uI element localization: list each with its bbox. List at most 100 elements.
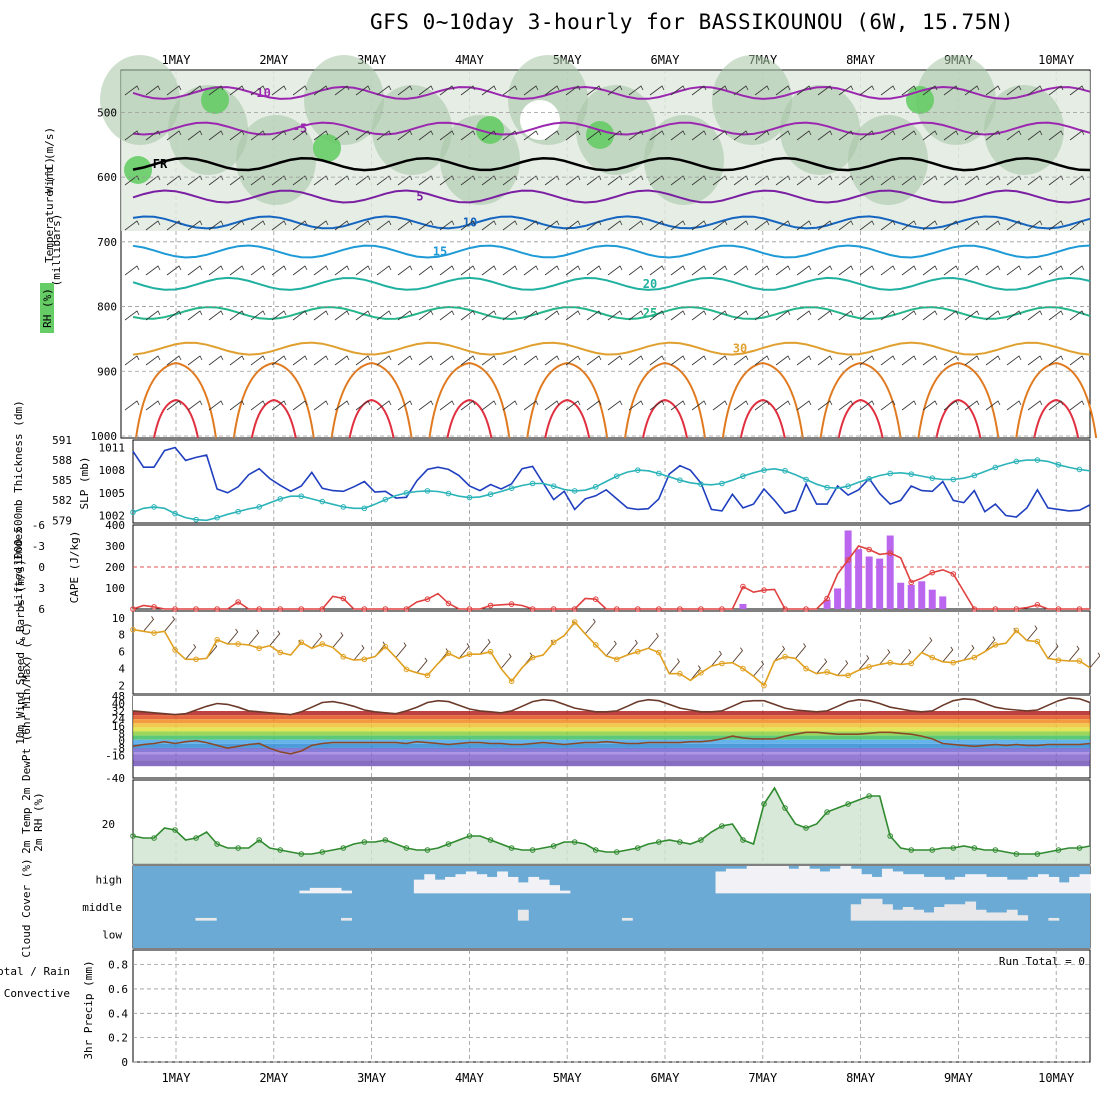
wind-barb: [901, 310, 917, 321]
wind-barb: [439, 175, 455, 186]
wind10m-barb: [626, 639, 638, 656]
wind-barb: [166, 220, 182, 231]
bottom-date-label: 1MAY: [162, 1071, 192, 1085]
wind10m-barb: [227, 628, 239, 645]
cloud-cell: [840, 866, 852, 894]
rh-blob: [916, 55, 996, 145]
rh2m-line-point: [487, 837, 494, 843]
wind10m-barb: [269, 630, 281, 647]
wind10m-barb: [332, 632, 344, 648]
wind-barb: [985, 220, 1001, 231]
wind-barb: [565, 130, 581, 141]
cape-bar: [834, 588, 842, 609]
wind10m-line-point: [824, 669, 830, 675]
wind-barb: [1027, 175, 1043, 186]
lifted-index-tick-label: -6: [32, 519, 45, 532]
wind10m-line-point: [613, 656, 620, 663]
rh-blob: [984, 85, 1064, 175]
wind-barb: [838, 265, 854, 276]
wind-barb: [901, 130, 917, 141]
wind-barb: [1048, 355, 1064, 366]
wind-barb: [1069, 220, 1085, 231]
wind-barb: [1048, 85, 1064, 96]
wind-barb: [943, 85, 959, 96]
cloud-cell: [871, 876, 883, 894]
wind-barb: [439, 130, 455, 141]
panel-slp_thickness: [132, 439, 1091, 524]
wind-barb: [439, 220, 455, 231]
cloud-cell: [309, 887, 321, 894]
thickness-line-point: [719, 480, 725, 487]
thickness-line-point: [382, 496, 389, 503]
lifted-index-line-point: [298, 606, 305, 612]
wind-barb: [775, 175, 791, 186]
wind-barb: [985, 355, 1001, 366]
lifted-index-line-point: [529, 606, 536, 612]
wind-barb: [544, 220, 560, 231]
rh-variable-label: RH (%): [41, 288, 54, 328]
wind10m-line-point: [740, 665, 746, 672]
wind-barb: [523, 175, 539, 186]
wind-barb: [691, 175, 707, 186]
cloud-cell: [861, 874, 873, 894]
wind-barb: [607, 85, 623, 96]
run-total-label: Run Total = 0: [999, 955, 1085, 968]
lifted-index-line-point: [256, 606, 262, 612]
wind-barb: [544, 355, 560, 366]
temp2m-tick-label: 16: [112, 720, 125, 733]
temp2m-tick-label: 8: [118, 727, 125, 740]
wind-barb: [796, 130, 812, 141]
wind-barb: [1048, 220, 1064, 231]
wind-barb: [1006, 265, 1022, 276]
wind-barb: [1027, 220, 1043, 231]
wind-barb: [901, 400, 917, 411]
wind-barb: [754, 175, 770, 186]
wind-barb: [313, 175, 329, 186]
thickness-line-point: [1034, 457, 1041, 463]
wind-barb: [712, 220, 728, 231]
rh2m-line-point: [887, 833, 893, 839]
cloud-cell: [788, 868, 800, 894]
wind-barb: [754, 265, 770, 276]
thickness-tick-label: 591: [52, 434, 72, 447]
wind-barb: [1027, 310, 1043, 321]
lifted-index-line-point: [1034, 602, 1041, 608]
wind10m-barb: [500, 653, 512, 669]
wind-barb: [859, 130, 875, 141]
wind-barb: [691, 130, 707, 141]
wind-barb: [481, 310, 497, 321]
cloud-cell: [725, 868, 737, 894]
lifted-index-line-point: [1076, 606, 1083, 612]
wind-barb: [439, 85, 455, 96]
wind-barb: [124, 400, 140, 411]
wind-barb: [355, 265, 371, 276]
wind-barb: [502, 400, 518, 411]
cape-bar: [907, 584, 915, 609]
bottom-date-label: 10MAY: [1038, 1071, 1075, 1085]
rh2m-line-point: [1055, 847, 1062, 853]
cloud-row-label: high: [96, 874, 123, 887]
wind-barb: [418, 310, 434, 321]
wind-barb: [628, 130, 644, 141]
lifted-index-tick-label: -3: [32, 540, 45, 553]
wind-barb: [334, 265, 350, 276]
wind10m-line-point: [950, 659, 957, 666]
wind-barb: [502, 130, 518, 141]
wind-barb: [901, 175, 917, 186]
pressure-tick-label: 1000: [91, 430, 118, 443]
wind-barb: [880, 400, 896, 411]
wind-barb: [355, 85, 371, 96]
rh2m-line-point: [382, 837, 389, 843]
lifted-index-line-point: [992, 606, 999, 612]
wind-barb: [166, 400, 182, 411]
wind-barb: [586, 175, 602, 186]
wind-barb: [229, 130, 245, 141]
wind10m-line-point: [214, 636, 220, 643]
cloud-cell: [892, 909, 904, 921]
rh2m-line-point: [508, 845, 515, 851]
wind-barb: [523, 85, 539, 96]
wind10m-barb: [984, 636, 996, 652]
cape-bar: [897, 582, 905, 609]
wind-barb: [901, 265, 917, 276]
temp2m-line: [132, 697, 1091, 716]
